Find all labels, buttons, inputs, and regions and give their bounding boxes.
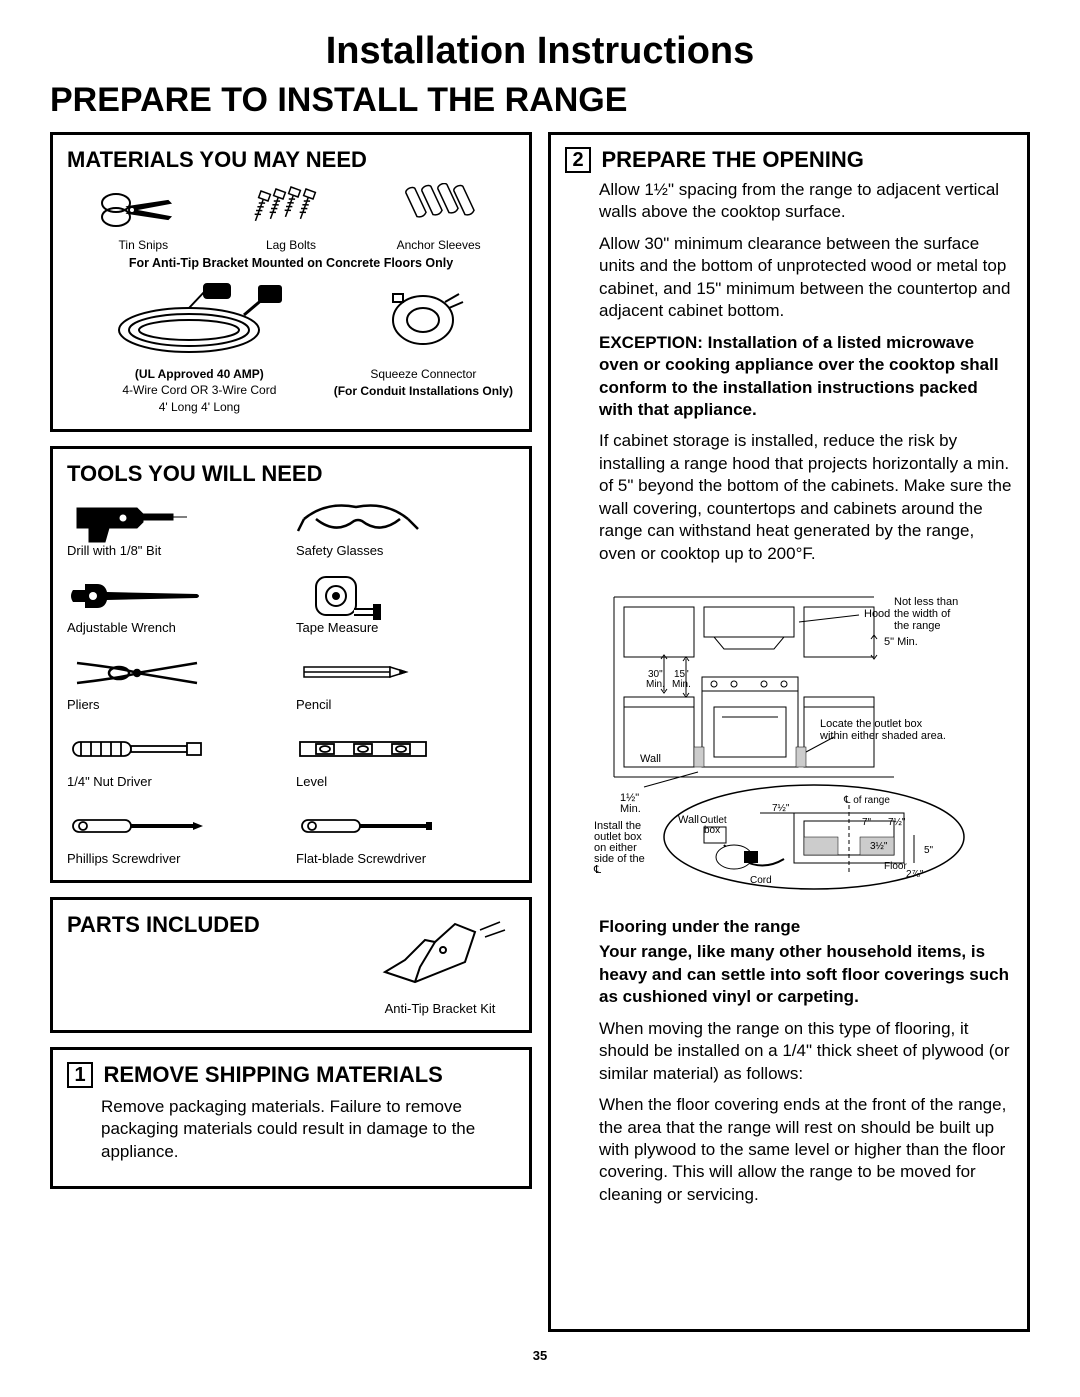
drill-icon (67, 494, 197, 544)
pliers-item: Pliers (67, 651, 286, 712)
svg-text:Locate the outlet boxwithin ei: Locate the outlet boxwithin either shade… (819, 718, 946, 742)
pencil-icon (296, 661, 416, 685)
flatblade-item: Flat-blade Screwdriver (296, 805, 515, 866)
step1-title: REMOVE SHIPPING MATERIALS (103, 1062, 442, 1087)
dim-75a: 7½" (772, 803, 790, 814)
tools-heading: TOOLS YOU WILL NEED (67, 461, 515, 487)
lag-bolts-icon (251, 183, 331, 233)
bracket-label: Anti-Tip Bracket Kit (365, 1001, 515, 1016)
wrench-icon (67, 576, 207, 616)
step2-p5: Your range, like many other household it… (599, 941, 1013, 1008)
page-subtitle: PREPARE TO INSTALL THE RANGE (50, 81, 1030, 120)
connector-note: (For Conduit Installations Only) (332, 384, 515, 399)
tin-snips-label: Tin Snips (98, 238, 188, 252)
tin-snips-item: Tin Snips (98, 183, 188, 252)
step1-box: 1 REMOVE SHIPPING MATERIALS Remove packa… (50, 1047, 532, 1189)
tape-measure-item: Tape Measure (296, 574, 515, 635)
drill-label: Drill with 1/8" Bit (67, 543, 286, 558)
pencil-item: Pencil (296, 651, 515, 712)
lag-bolts-label: Lag Bolts (251, 238, 331, 252)
step1-number: 1 (67, 1062, 93, 1088)
flatblade-label: Flat-blade Screwdriver (296, 851, 515, 866)
parts-box: PARTS INCLUDED Anti-Tip Bracket Kit (50, 897, 532, 1033)
ul-approved-label: (UL Approved 40 AMP) (67, 367, 332, 381)
wall-label: Wall (640, 753, 661, 765)
page-number: 35 (50, 1348, 1030, 1363)
anchor-sleeves-icon (394, 183, 484, 233)
nut-driver-item: 1/4" Nut Driver (67, 728, 286, 789)
step2-p3: EXCEPTION: Installation of a listed micr… (599, 332, 1013, 422)
dim-35: 3½" (870, 841, 888, 852)
hood-label: Hood (864, 608, 890, 620)
pencil-label: Pencil (296, 697, 515, 712)
nut-driver-label: 1/4" Nut Driver (67, 774, 286, 789)
step1-body: Remove packaging materials. Failure to r… (101, 1096, 515, 1163)
clearance-diagram: Hood Not less thanthe width ofthe range … (565, 577, 1013, 902)
phillips-item: Phillips Screwdriver (67, 805, 286, 866)
level-item: Level (296, 728, 515, 789)
lag-bolts-item: Lag Bolts (251, 183, 331, 252)
wrench-item: Adjustable Wrench (67, 574, 286, 635)
nut-driver-icon (67, 736, 217, 764)
safety-glasses-label: Safety Glasses (296, 543, 515, 558)
pliers-label: Pliers (67, 697, 286, 712)
flooring-heading: Flooring under the range (599, 916, 1013, 938)
level-icon (296, 738, 436, 762)
floor-label: Floor (884, 861, 907, 872)
tools-box: TOOLS YOU WILL NEED Drill with 1/8" Bit … (50, 446, 532, 883)
page-title: Installation Instructions (50, 30, 1030, 73)
svg-text:15"Min.: 15"Min. (672, 669, 691, 690)
materials-heading: MATERIALS YOU MAY NEED (67, 147, 515, 173)
phillips-icon (67, 814, 217, 840)
level-label: Level (296, 774, 515, 789)
squeeze-connector-icon (373, 280, 473, 360)
wrench-label: Adjustable Wrench (67, 620, 286, 635)
dim-75b: 7½" (888, 817, 906, 828)
svg-text:30"Min.: 30"Min. (646, 669, 665, 690)
tin-snips-icon (98, 183, 188, 233)
parts-heading: PARTS INCLUDED (67, 912, 260, 938)
svg-text:Install theoutlet boxon either: Install theoutlet boxon eitherside of th… (593, 820, 645, 876)
step2-number: 2 (565, 147, 591, 173)
tape-measure-label: Tape Measure (296, 620, 515, 635)
cord-line2: 4' Long 4' Long (67, 400, 332, 415)
pliers-icon (67, 651, 207, 695)
dim-278: 2⅞" (906, 869, 924, 880)
power-cord-icon (104, 280, 294, 360)
c-of-range-label: ℄ of range (843, 795, 890, 806)
phillips-label: Phillips Screwdriver (67, 851, 286, 866)
svg-text:Not less thanthe width ofthe r: Not less thanthe width ofthe range (894, 596, 958, 632)
dim-5: 5" (924, 845, 934, 856)
squeeze-connector-item: Squeeze Connector (For Conduit Installat… (332, 280, 515, 399)
cord-label: Cord (750, 875, 772, 886)
step2-title: PREPARE THE OPENING (601, 147, 863, 172)
bracket-icon (365, 912, 515, 992)
step2-p7: When the floor covering ends at the fron… (599, 1094, 1013, 1206)
step2-p6: When moving the range on this type of fl… (599, 1018, 1013, 1085)
anchor-sleeves-label: Anchor Sleeves (394, 238, 484, 252)
step2-p1: Allow 1½" spacing from the range to adja… (599, 179, 1013, 224)
wall-label-2: Wall (678, 814, 699, 826)
dim-7: 7" (862, 817, 872, 828)
step2-box: 2 PREPARE THE OPENING Allow 1½" spacing … (548, 132, 1030, 1332)
safety-glasses-icon (296, 497, 426, 541)
step2-p2: Allow 30" minimum clearance between the … (599, 233, 1013, 323)
anchor-sleeves-item: Anchor Sleeves (394, 183, 484, 252)
svg-text:1½"Min.: 1½"Min. (620, 792, 641, 815)
flatblade-icon (296, 814, 446, 840)
five-min-label: 5" Min. (884, 636, 918, 648)
drill-item: Drill with 1/8" Bit (67, 497, 286, 558)
connector-label: Squeeze Connector (332, 367, 515, 382)
tape-measure-icon (296, 569, 396, 624)
cord-line1: 4-Wire Cord OR 3-Wire Cord (67, 383, 332, 398)
step2-p4: If cabinet storage is installed, reduce … (599, 430, 1013, 565)
materials-box: MATERIALS YOU MAY NEED Tin Snips (50, 132, 532, 432)
safety-glasses-item: Safety Glasses (296, 497, 515, 558)
power-cord-item: (UL Approved 40 AMP) 4-Wire Cord OR 3-Wi… (67, 280, 332, 415)
materials-note: For Anti-Tip Bracket Mounted on Concrete… (67, 256, 515, 270)
